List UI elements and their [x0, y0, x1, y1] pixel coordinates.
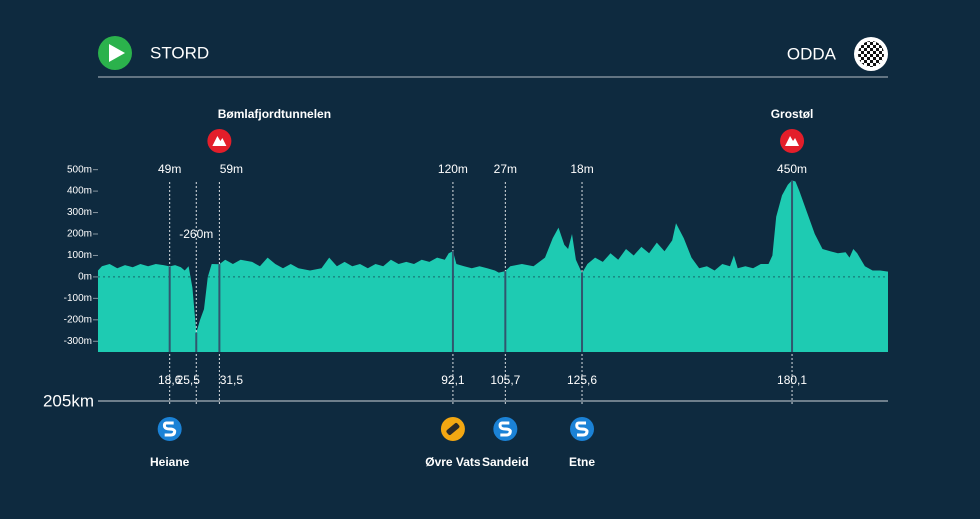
- finish-label: ODDA: [787, 44, 837, 63]
- icon-glyph: [575, 421, 589, 437]
- elevation-label: -260m: [179, 227, 213, 241]
- y-tick-label: -200m: [64, 314, 92, 325]
- sprint-icon: [493, 417, 518, 441]
- place-name: Øvre Vats: [425, 455, 481, 469]
- y-tick-label: -100m: [64, 293, 92, 304]
- place-name: Heiane: [150, 455, 190, 469]
- place-name: Sandeid: [482, 455, 529, 469]
- elevation-label: 120m: [438, 162, 468, 176]
- y-tick-label: 300m: [67, 207, 92, 218]
- elevation-label: 27m: [494, 162, 517, 176]
- y-tick-label: 100m: [67, 250, 92, 261]
- sprint-icon: [157, 417, 182, 441]
- km-label: 125,6: [567, 373, 597, 387]
- elevation-label: 59m: [220, 162, 243, 176]
- y-tick-label: 500m: [67, 164, 92, 175]
- y-tick-label: 200m: [67, 229, 92, 240]
- start-label: STORD: [150, 43, 209, 62]
- profile-area: [98, 180, 888, 352]
- finish-icon: [854, 37, 888, 71]
- icon-glyph: [212, 136, 227, 146]
- elevation-label: 49m: [158, 162, 181, 176]
- y-tick-label: 400m: [67, 186, 92, 197]
- km-label: 25,5: [177, 373, 201, 387]
- place-name: Etne: [569, 455, 595, 469]
- y-tick-label: -300m: [64, 336, 92, 347]
- y-tick-label: 0m: [78, 272, 92, 283]
- start-icon: [98, 36, 132, 70]
- feed-icon: [440, 417, 465, 441]
- climb-name: Grostøl: [771, 107, 814, 121]
- km-label: 180,1: [777, 373, 807, 387]
- icon-glyph: [498, 421, 512, 437]
- sprint-icon: [570, 417, 595, 441]
- climb-icon: [780, 129, 805, 153]
- elevation-label: 450m: [777, 162, 807, 176]
- km-label: 18,6: [158, 373, 182, 387]
- km-label: 105,7: [490, 373, 520, 387]
- icon-glyph: [162, 421, 177, 437]
- climb-name: Bømlafjordtunnelen: [218, 107, 331, 121]
- distance-label: 205km: [43, 391, 94, 410]
- climb-icon: [207, 129, 232, 153]
- icon-glyph: [446, 423, 460, 435]
- km-label: 31,5: [220, 373, 244, 387]
- icon-glyph: [785, 136, 800, 146]
- elevation-label: 18m: [570, 162, 593, 176]
- km-label: 92,1: [441, 373, 465, 387]
